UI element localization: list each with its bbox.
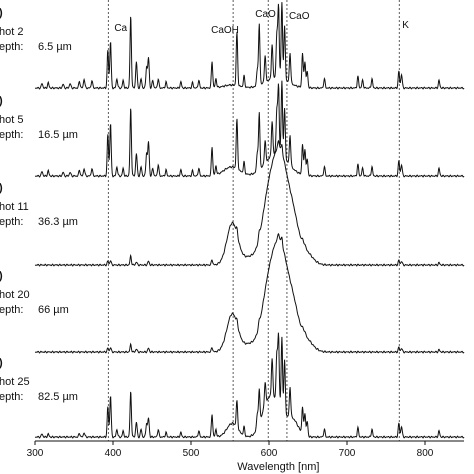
depth-value: 36.3 µm [38, 216, 78, 228]
depth-label: epth: [0, 129, 23, 141]
shot-label: hot 5 [0, 114, 23, 126]
depth-value: 16.5 µm [38, 129, 78, 141]
shot-label: hot 25 [0, 376, 30, 388]
reference-lines: Ca CaOH CaO CaO K [107, 0, 409, 441]
spectrum-line [34, 232, 465, 354]
spectrum-line [34, 139, 465, 267]
x-axis-title: Wavelength [nm] [237, 461, 319, 473]
depth-value: 82.5 µm [38, 391, 78, 403]
x-tick-label: 300 [27, 448, 44, 459]
depth-label: epth: [0, 216, 23, 228]
depth-label: epth: [0, 41, 23, 53]
spectrum-line [34, 332, 465, 439]
x-axis: Wavelength [nm] 300 400 500 600 700 800 [27, 440, 464, 473]
spectra-series [34, 2, 465, 439]
panel-letter: ) [0, 182, 3, 194]
x-tick-label: 700 [339, 448, 356, 459]
shot-label: hot 11 [0, 201, 29, 213]
reference-line-label: CaO [255, 9, 276, 20]
reference-line-label: K [402, 20, 409, 31]
shot-label: hot 2 [0, 26, 23, 38]
panel-letter: ) [0, 95, 3, 107]
shot-label: hot 20 [0, 289, 30, 301]
x-tick-label: 800 [417, 448, 434, 459]
panel-labels: ) hot 2 epth: 6.5 µm) hot 5 epth: 16.5 µm) hot … [0, 7, 78, 403]
x-tick-label: 600 [261, 448, 278, 459]
spectrum-line [34, 2, 465, 90]
reference-line-label: Ca [114, 23, 127, 34]
depth-label: epth: [0, 304, 23, 316]
reference-line-label: CaOH [211, 25, 239, 36]
depth-value: 6.5 µm [38, 41, 72, 53]
x-tick-label: 400 [105, 448, 122, 459]
depth-label: epth: [0, 391, 23, 403]
panel-letter: ) [0, 357, 3, 369]
panel-letter: ) [0, 7, 3, 19]
spectrum-line [34, 80, 465, 178]
x-tick-label: 500 [183, 448, 200, 459]
depth-value: 66 µm [38, 304, 69, 316]
panel-letter: ) [0, 270, 3, 282]
reference-line-label: CaO [289, 11, 310, 22]
